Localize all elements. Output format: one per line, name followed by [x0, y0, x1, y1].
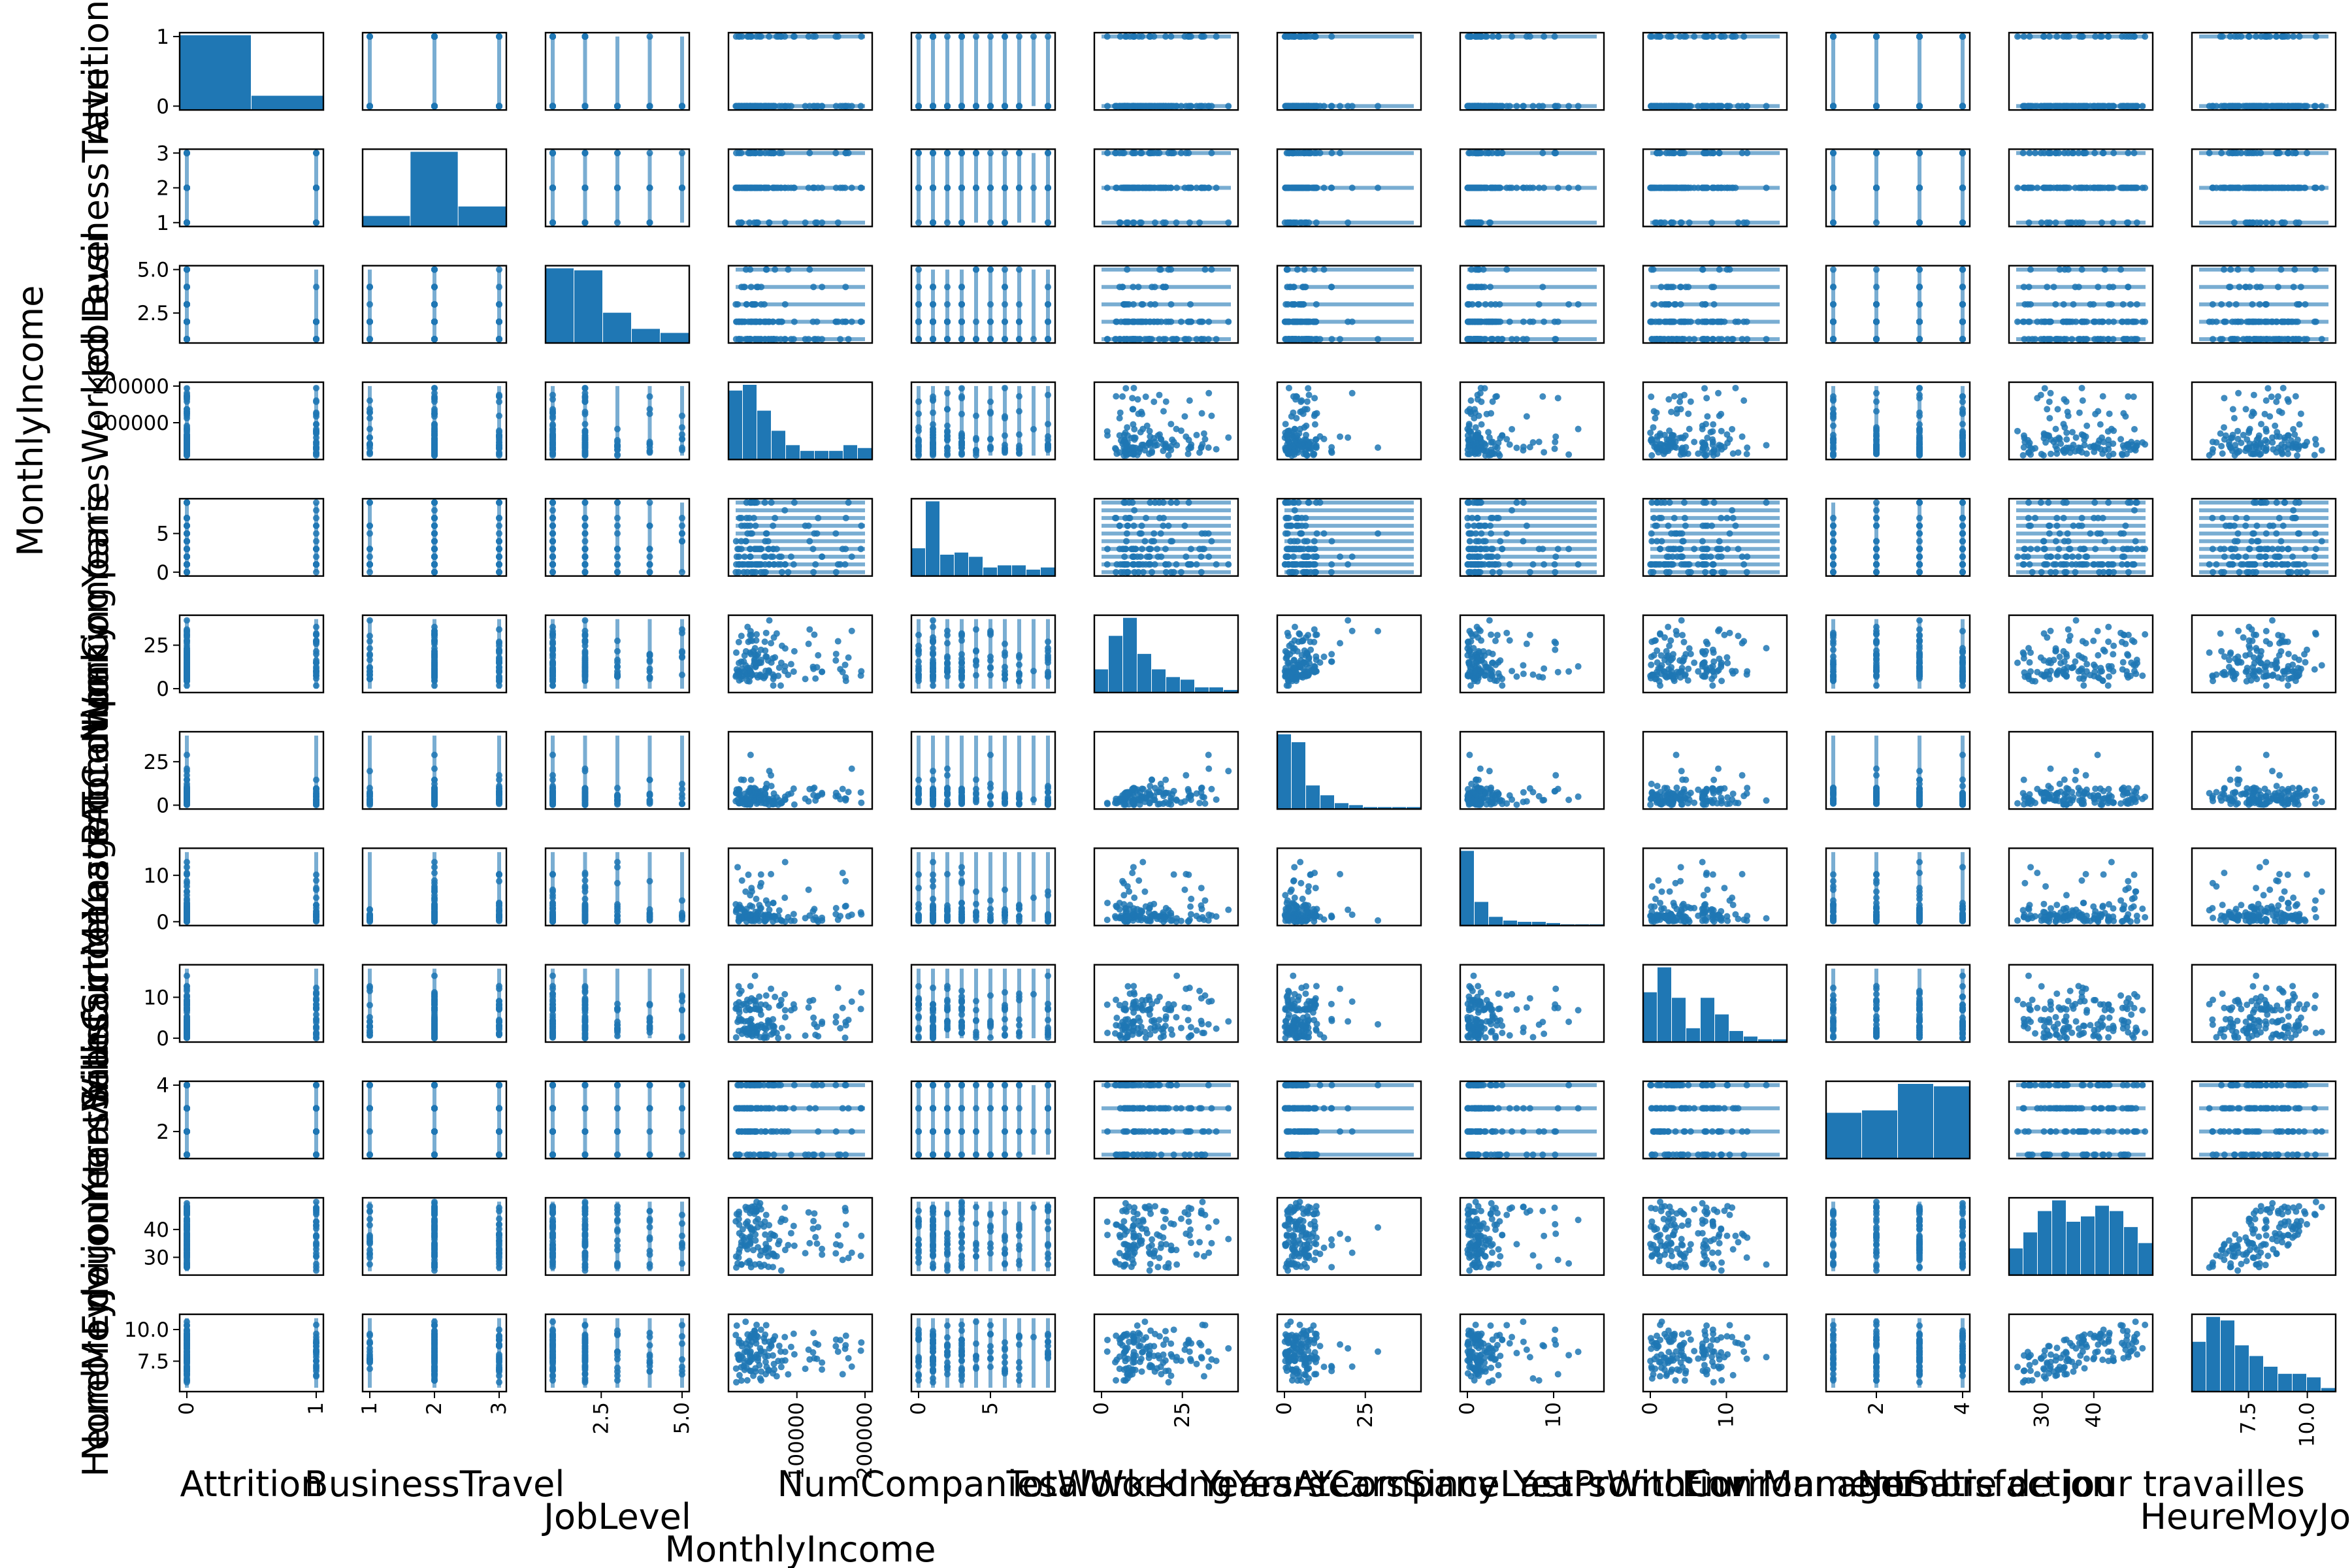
y-tick-label: 2.5	[137, 302, 169, 325]
subplot-attrition-vs-yearswithcurrmanager	[1642, 31, 1788, 111]
subplot-frame	[2008, 31, 2154, 111]
subplot-monthlyincome-vs-businesstravel	[361, 381, 508, 461]
subplot-frame	[1642, 31, 1788, 111]
subplot-monthlyincome-vs-numcompaniesworked	[910, 381, 1056, 461]
histogram-bar	[815, 451, 828, 460]
y-tick-label: 0	[156, 95, 169, 118]
subplot-frame	[1825, 265, 1971, 344]
subplot-frame	[1459, 31, 1605, 111]
subplot-frame	[1825, 31, 1971, 111]
subplot-attrition-vs-heuremoyjour	[2191, 31, 2337, 111]
histogram-bar	[728, 390, 742, 460]
histogram-bar	[757, 410, 771, 460]
y-tick-label: 3	[156, 142, 169, 165]
histogram-bar	[632, 329, 660, 343]
histogram-bar	[546, 268, 574, 343]
subplot-businesstravel-vs-numcompaniesworked	[910, 148, 1056, 227]
subplot-joblevel-vs-environmentsatisfaction	[1825, 265, 1971, 344]
subplot-frame	[178, 381, 325, 461]
subplot-attrition-vs-yearssincelastpromotion	[1459, 31, 1605, 111]
y-tick-label: 2	[156, 177, 169, 201]
subplot-joblevel-vs-businesstravel	[361, 265, 508, 344]
subplot-joblevel-vs-monthlyincome	[727, 265, 874, 344]
subplot-businesstravel-vs-totalworkingyears	[1093, 148, 1239, 227]
subplot-attrition-vs-monthlyincome	[727, 31, 874, 111]
subplot-joblevel-vs-yearswithcurrmanager	[1642, 265, 1788, 344]
subplot-frame	[727, 31, 874, 111]
histogram-bar	[252, 95, 323, 110]
histogram-bar	[363, 216, 410, 227]
histogram-bar	[743, 385, 757, 460]
y-tick-label: 5.0	[137, 259, 169, 282]
subplot-attrition-vs-attrition: 01	[156, 25, 325, 118]
subplot-joblevel-vs-attrition: 2.5 5.0	[137, 259, 325, 344]
histogram-bar	[603, 312, 631, 343]
subplot-businesstravel-vs-attrition: 1 2 3	[156, 142, 325, 235]
subplot-joblevel-vs-yearssincelastpromotion	[1459, 265, 1605, 344]
subplot-joblevel-vs-joblevel	[544, 265, 691, 344]
subplot-attrition-vs-joblevel	[544, 31, 691, 111]
subplot-businesstravel-vs-monthlyincome	[727, 148, 874, 227]
subplot-frame	[1093, 31, 1239, 111]
histogram-bar	[772, 431, 785, 460]
subplot-frame	[1825, 148, 1971, 227]
subplot-businesstravel-vs-nombre-de-jour-travailles	[2008, 148, 2154, 227]
subplot-joblevel-vs-heuremoyjour	[2191, 265, 2337, 344]
subplot-attrition-vs-numcompaniesworked	[910, 31, 1056, 111]
histogram-bar	[458, 206, 506, 227]
histogram-bar	[786, 445, 800, 460]
subplot-frame	[544, 31, 691, 111]
subplot-frame	[361, 31, 508, 111]
subplot-businesstravel-vs-joblevel	[544, 148, 691, 227]
subplot-frame	[178, 31, 325, 111]
subplot-joblevel-vs-yearsatcompany	[1276, 265, 1422, 344]
subplot-joblevel-vs-numcompaniesworked	[910, 265, 1056, 344]
subplot-attrition-vs-environmentsatisfaction	[1825, 31, 1971, 111]
subplot-joblevel-vs-nombre-de-jour-travailles	[2008, 265, 2154, 344]
subplot-attrition-vs-nombre-de-jour-travailles	[2008, 31, 2154, 111]
subplot-frame	[178, 265, 325, 344]
subplot-monthlyincome-vs-monthlyincome	[727, 381, 874, 461]
histogram-bar	[410, 152, 458, 227]
histogram-bar	[829, 451, 843, 460]
subplot-businesstravel-vs-yearsatcompany	[1276, 148, 1422, 227]
subplot-businesstravel-vs-yearswithcurrmanager	[1642, 148, 1788, 227]
subplot-businesstravel-vs-heuremoyjour	[2191, 148, 2337, 227]
subplot-monthlyincome-vs-joblevel	[544, 381, 691, 461]
y-tick-label: 1	[156, 212, 169, 235]
subplot-businesstravel-vs-environmentsatisfaction	[1825, 148, 1971, 227]
subplot-attrition-vs-yearsatcompany	[1276, 31, 1422, 111]
histogram-bar	[800, 451, 814, 460]
subplot-frame	[1276, 31, 1422, 111]
histogram-bar	[858, 448, 872, 460]
histogram-bar	[180, 35, 251, 110]
subplot-frame	[178, 148, 325, 227]
subplot-businesstravel-vs-businesstravel	[361, 148, 508, 227]
y-tick-label: 1	[156, 25, 169, 49]
histogram-bar	[574, 270, 602, 343]
subplot-frame	[910, 31, 1056, 111]
histogram-bar	[843, 445, 857, 460]
subplot-joblevel-vs-totalworkingyears	[1093, 265, 1239, 344]
histogram-bar	[661, 333, 689, 343]
subplot-attrition-vs-businesstravel	[361, 31, 508, 111]
subplot-frame	[2191, 31, 2337, 111]
subplot-attrition-vs-totalworkingyears	[1093, 31, 1239, 111]
subplot-businesstravel-vs-yearssincelastpromotion	[1459, 148, 1605, 227]
